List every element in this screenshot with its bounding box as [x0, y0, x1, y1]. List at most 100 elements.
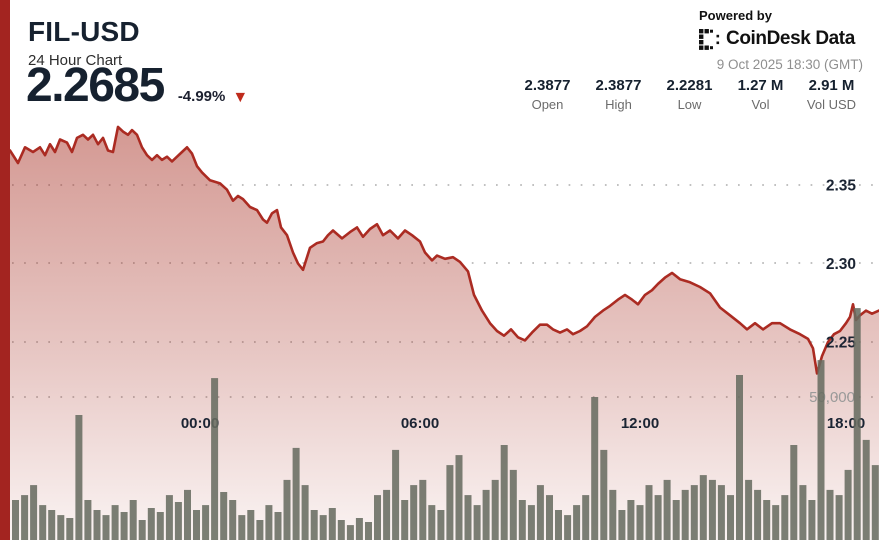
stat-low: 2.2281 Low: [661, 77, 718, 112]
price-line: [8, 125, 879, 375]
volume-bar: [772, 505, 780, 540]
volume-bar: [491, 479, 499, 540]
volume-bar: [238, 515, 246, 540]
volume-bar: [374, 495, 381, 540]
volume-bar: [292, 447, 300, 540]
volume-bar: [111, 505, 119, 540]
volume-bar: [283, 479, 291, 540]
volume-bar: [12, 500, 19, 540]
volume-bar: [147, 508, 155, 540]
volume-bar: [39, 505, 47, 540]
volume-bar: [30, 485, 38, 540]
volume-bar: [482, 489, 490, 540]
volume-bar: [346, 525, 354, 540]
volume-bar: [781, 495, 789, 540]
volume-bar: [844, 469, 852, 540]
y-axis-tick-label: 2.35: [826, 178, 857, 195]
stat-open: 2.3877 Open: [519, 77, 576, 112]
volume-bar: [48, 510, 56, 540]
volume-bar: [419, 479, 427, 540]
x-axis-tick-label: 06:00: [401, 415, 439, 432]
stat-vol: 1.27 M Vol: [732, 77, 789, 112]
change-percent: -4.99%: [177, 88, 226, 105]
volume-bar: [536, 485, 544, 540]
y-axis-tick-label: 2.30: [826, 256, 856, 273]
volume-bar: [165, 495, 173, 540]
volume-bar: [437, 510, 445, 540]
volume-bar: [826, 489, 834, 540]
accent-bar: [0, 0, 10, 540]
volume-bar: [636, 505, 644, 540]
volume-bar: [509, 469, 517, 540]
chart-header: FIL-USD 24 Hour Chart: [28, 16, 140, 69]
volume-bar: [84, 500, 92, 540]
volume-bar: [500, 445, 508, 540]
volume-bar: [871, 465, 879, 540]
volume-bar: [582, 495, 590, 540]
volume-bar: [763, 500, 771, 540]
stats-row: 2.3877 Open 2.3877 High 2.2281 Low 1.27 …: [519, 77, 860, 112]
volume-bar: [627, 500, 635, 540]
timestamp: 9 Oct 2025 18:30 (GMT): [716, 57, 863, 72]
symbol-title: FIL-USD: [28, 16, 140, 47]
volume-bar: [527, 505, 535, 540]
volume-bar: [546, 495, 553, 540]
stat-label: Low: [677, 97, 702, 112]
volume-bar: [727, 495, 734, 540]
volume-bar: [428, 505, 436, 540]
volume-bar: [835, 495, 843, 540]
volume-bar: [654, 495, 662, 540]
volume-bar: [754, 489, 762, 540]
stat-value: 2.2281: [666, 77, 713, 94]
volume-bar: [102, 515, 110, 540]
x-axis-tick-label: 12:00: [621, 415, 659, 432]
volume-bar: [690, 485, 698, 540]
stat-label: Vol USD: [806, 97, 857, 112]
coindesk-logo-text: CoinDesk Data: [726, 28, 855, 49]
volume-bar: [790, 445, 798, 540]
volume-bar: [745, 479, 753, 540]
coindesk-logo-icon: [699, 28, 720, 50]
price-row: 2.2685 -4.99% ▼: [26, 62, 248, 110]
volume-bar: [328, 508, 336, 540]
volume-bar: [355, 518, 363, 540]
volume-bar: [193, 510, 200, 540]
volume-bar: [853, 308, 861, 540]
volume-bar: [663, 479, 671, 540]
volume-bar: [401, 500, 409, 540]
volume-bar: [21, 495, 29, 540]
volume-bar: [247, 510, 255, 540]
volume-bar: [392, 449, 400, 540]
stat-vol-usd: 2.91 M Vol USD: [803, 77, 860, 112]
volume-bar: [383, 489, 391, 540]
y-axis-tick-label: 2.25: [826, 335, 857, 352]
volume-bar: [184, 489, 191, 540]
volume-bar: [410, 485, 418, 540]
stat-value: 2.3877: [524, 77, 571, 94]
volume-bar: [473, 505, 481, 540]
volume-bar: [699, 475, 707, 540]
volume-bar: [66, 518, 74, 540]
volume-bar: [862, 439, 870, 540]
current-price: 2.2685: [26, 59, 165, 112]
volume-bar: [174, 502, 182, 540]
stat-label: High: [605, 97, 632, 112]
volume-bar: [211, 378, 219, 540]
volume-bar: [265, 505, 273, 540]
volume-bar: [564, 515, 572, 540]
volume-bar: [120, 512, 128, 540]
volume-bar: [256, 520, 264, 540]
powered-by-label: Powered by: [699, 8, 772, 23]
volume-bar: [446, 465, 454, 540]
volume-bar: [75, 415, 83, 540]
volume-bar: [301, 485, 309, 540]
volume-bar: [736, 375, 743, 540]
volume-bar: [808, 500, 816, 540]
x-axis-tick-label: 00:00: [181, 415, 219, 432]
volume-bar: [310, 510, 318, 540]
volume-bar: [555, 510, 562, 540]
volume-bar: [708, 479, 716, 540]
stat-value: 2.3877: [595, 77, 642, 94]
